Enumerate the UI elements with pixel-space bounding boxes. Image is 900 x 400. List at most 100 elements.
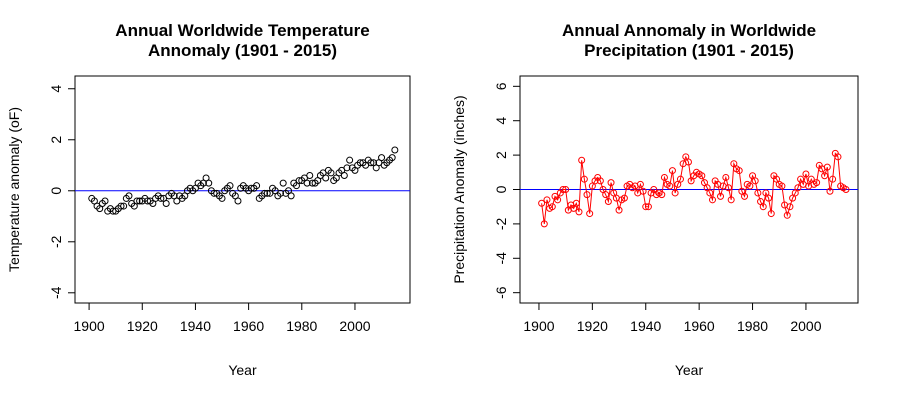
x-tick-label: 1920 xyxy=(577,318,608,334)
data-point xyxy=(303,179,311,187)
data-point xyxy=(205,179,213,187)
panel: Annual Annomaly in WorldwidePrecipitatio… xyxy=(451,21,859,378)
data-point xyxy=(666,182,674,190)
data-point xyxy=(253,182,261,190)
data-point xyxy=(821,172,829,180)
data-point xyxy=(658,191,666,199)
data-point xyxy=(540,220,548,228)
x-tick-label: 1900 xyxy=(74,318,105,334)
data-point xyxy=(157,194,165,202)
data-point xyxy=(642,203,650,211)
data-point xyxy=(548,203,556,211)
data-point xyxy=(722,173,730,181)
y-tick-label: 4 xyxy=(48,85,64,93)
data-point xyxy=(706,189,714,197)
y-tick-label: -4 xyxy=(493,252,509,265)
data-point xyxy=(583,191,591,199)
data-point xyxy=(261,189,269,197)
data-point xyxy=(218,194,226,202)
data-point xyxy=(602,191,610,199)
data-point xyxy=(708,196,716,204)
x-tick-label: 1960 xyxy=(233,318,264,334)
data-point xyxy=(538,199,546,207)
data-point xyxy=(391,146,399,154)
data-point xyxy=(226,182,234,190)
x-tick-label: 1900 xyxy=(523,318,554,334)
data-point xyxy=(340,171,348,179)
y-tick-label: -6 xyxy=(493,286,509,299)
data-point xyxy=(133,197,141,205)
y-axis-label: Temperature anomaly (oF) xyxy=(6,107,22,272)
data-point xyxy=(765,194,773,202)
data-point xyxy=(162,200,170,208)
data-point xyxy=(741,192,749,200)
data-point xyxy=(322,174,330,182)
plot-frame xyxy=(74,75,411,304)
series-line xyxy=(541,152,847,224)
data-point xyxy=(572,199,580,207)
x-axis-label: Year xyxy=(675,362,704,378)
data-point xyxy=(802,170,810,178)
data-point xyxy=(639,187,647,195)
y-tick-label: -2 xyxy=(48,235,64,248)
data-point xyxy=(263,189,271,197)
data-point xyxy=(554,196,562,204)
data-point xyxy=(615,206,623,214)
data-point xyxy=(823,163,831,171)
x-tick-label: 1940 xyxy=(630,318,661,334)
data-point xyxy=(559,186,567,193)
y-tick-label: -4 xyxy=(48,286,64,299)
data-point xyxy=(735,167,743,175)
y-tick-label: 0 xyxy=(48,187,64,195)
data-point xyxy=(829,175,837,183)
data-point xyxy=(120,202,128,210)
x-tick-label: 1980 xyxy=(286,318,317,334)
x-tick-label: 1960 xyxy=(684,318,715,334)
data-point xyxy=(727,196,735,204)
data-point xyxy=(778,182,786,190)
data-point xyxy=(671,189,679,197)
y-tick-label: 0 xyxy=(493,185,509,193)
chart-title: Precipitation (1901 - 2015) xyxy=(584,41,794,60)
x-tick-label: 1980 xyxy=(737,318,768,334)
data-point xyxy=(668,167,676,175)
data-point xyxy=(388,154,396,162)
data-point xyxy=(378,154,386,162)
data-point xyxy=(586,210,594,218)
data-point xyxy=(786,203,794,211)
data-point xyxy=(620,194,628,202)
data-point xyxy=(813,179,821,187)
data-point xyxy=(279,179,287,187)
data-point xyxy=(117,202,125,210)
y-tick-label: 2 xyxy=(48,136,64,144)
data-point xyxy=(234,197,242,205)
data-point xyxy=(125,192,133,200)
chart-title: Annual Worldwide Temperature xyxy=(115,21,369,40)
data-point xyxy=(636,180,644,188)
data-point xyxy=(746,182,754,190)
y-tick-label: 2 xyxy=(493,151,509,159)
x-tick-label: 1940 xyxy=(180,318,211,334)
data-point xyxy=(834,153,842,161)
data-point xyxy=(759,203,767,211)
data-point xyxy=(717,192,725,200)
chart-title: Annual Annomaly in Worldwide xyxy=(562,21,816,40)
x-tick-label: 2000 xyxy=(790,318,821,334)
data-point xyxy=(751,177,759,185)
data-point xyxy=(543,196,551,204)
x-tick-label: 1920 xyxy=(127,318,158,334)
data-point xyxy=(596,177,604,185)
data-point xyxy=(644,203,652,211)
x-axis-label: Year xyxy=(228,362,257,378)
data-point xyxy=(783,211,791,219)
data-point xyxy=(346,156,354,164)
chart-title: Annomaly (1901 - 2015) xyxy=(148,41,337,60)
data-point xyxy=(684,158,692,166)
data-point xyxy=(287,192,295,200)
y-tick-label: 6 xyxy=(493,82,509,90)
y-tick-label: -2 xyxy=(493,217,509,230)
data-point xyxy=(767,210,775,218)
data-point xyxy=(277,189,285,197)
